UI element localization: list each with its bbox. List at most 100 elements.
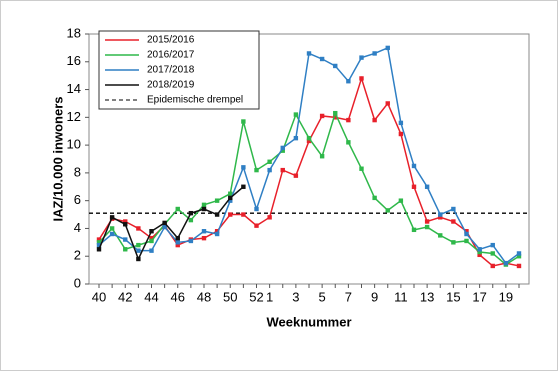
point bbox=[464, 229, 469, 234]
point bbox=[333, 115, 338, 120]
point bbox=[188, 210, 194, 216]
point bbox=[267, 159, 272, 164]
point bbox=[306, 138, 312, 144]
x-tick-label: 42 bbox=[118, 289, 132, 304]
point bbox=[333, 63, 338, 69]
point bbox=[188, 217, 194, 223]
point bbox=[398, 120, 404, 126]
point bbox=[201, 235, 207, 241]
point bbox=[346, 140, 351, 145]
y-tick-label: 4 bbox=[74, 220, 81, 235]
point bbox=[241, 119, 246, 124]
y-tick-label: 16 bbox=[67, 53, 81, 68]
series-line bbox=[98, 111, 520, 266]
point bbox=[136, 248, 141, 253]
point bbox=[175, 240, 180, 245]
point bbox=[372, 117, 377, 123]
legend-label: 2016/2017 bbox=[147, 50, 195, 61]
point bbox=[411, 227, 417, 233]
point bbox=[136, 242, 141, 248]
x-tick-label: 9 bbox=[371, 289, 378, 304]
point bbox=[214, 231, 220, 237]
point bbox=[438, 233, 443, 238]
point bbox=[293, 112, 299, 117]
point bbox=[424, 184, 430, 189]
point bbox=[123, 237, 128, 242]
y-tick-label: 8 bbox=[74, 164, 81, 179]
point bbox=[490, 251, 495, 256]
point bbox=[516, 254, 522, 259]
point bbox=[359, 166, 364, 171]
point bbox=[464, 231, 469, 237]
point bbox=[175, 242, 180, 248]
point bbox=[398, 131, 404, 137]
x-tick-label: 1 bbox=[266, 289, 273, 304]
point bbox=[228, 212, 233, 217]
x-tick-label: 5 bbox=[319, 289, 326, 304]
point bbox=[267, 167, 272, 173]
x-tick-label: 11 bbox=[394, 289, 408, 304]
point bbox=[516, 251, 522, 256]
point bbox=[372, 195, 377, 201]
point bbox=[319, 154, 325, 159]
legend-label: 2017/2018 bbox=[147, 65, 195, 76]
y-tick-label: 0 bbox=[74, 275, 81, 290]
x-tick-label: 52 bbox=[249, 289, 263, 304]
point bbox=[175, 206, 180, 212]
point bbox=[385, 101, 390, 106]
point bbox=[503, 260, 509, 266]
y-tick-label: 10 bbox=[67, 137, 81, 152]
point bbox=[123, 247, 128, 252]
point bbox=[96, 247, 102, 252]
y-tick-label: 12 bbox=[67, 109, 81, 124]
y-tick-label: 14 bbox=[67, 81, 81, 96]
legend-label: Epidemische drempel bbox=[147, 95, 243, 106]
point bbox=[228, 198, 233, 203]
point bbox=[109, 226, 115, 231]
point bbox=[346, 117, 351, 123]
point bbox=[359, 55, 364, 60]
point bbox=[241, 212, 246, 217]
x-tick-label: 15 bbox=[446, 289, 460, 304]
point bbox=[96, 240, 102, 245]
x-tick-label: 17 bbox=[472, 289, 486, 304]
point bbox=[267, 215, 272, 220]
point bbox=[333, 110, 338, 116]
point bbox=[438, 215, 443, 220]
x-tick-label: 40 bbox=[92, 289, 106, 304]
point bbox=[293, 173, 299, 178]
point bbox=[411, 163, 417, 169]
point bbox=[149, 229, 154, 234]
point bbox=[451, 219, 456, 224]
point bbox=[254, 206, 259, 212]
x-tick-label: 50 bbox=[223, 289, 237, 304]
x-tick-label: 44 bbox=[144, 289, 158, 304]
point bbox=[149, 235, 154, 241]
point bbox=[136, 256, 141, 262]
point bbox=[490, 263, 495, 269]
point bbox=[398, 198, 404, 203]
y-tick-label: 6 bbox=[74, 192, 81, 207]
point bbox=[254, 167, 259, 173]
point bbox=[241, 184, 246, 189]
point bbox=[359, 76, 364, 81]
point bbox=[464, 238, 469, 244]
point bbox=[175, 235, 180, 241]
point bbox=[96, 242, 102, 248]
point bbox=[477, 247, 482, 252]
point bbox=[228, 195, 233, 201]
point bbox=[280, 167, 285, 173]
point bbox=[385, 45, 390, 51]
point bbox=[477, 249, 482, 255]
point bbox=[451, 206, 456, 212]
point bbox=[438, 212, 443, 217]
point bbox=[136, 226, 141, 231]
point bbox=[123, 222, 128, 227]
y-axis-label: IAZ/10.000 inwoners bbox=[50, 97, 65, 222]
x-tick-label: 19 bbox=[499, 289, 513, 304]
point bbox=[516, 263, 522, 269]
point bbox=[214, 198, 220, 203]
point bbox=[280, 145, 285, 151]
y-tick-label: 18 bbox=[67, 25, 81, 40]
